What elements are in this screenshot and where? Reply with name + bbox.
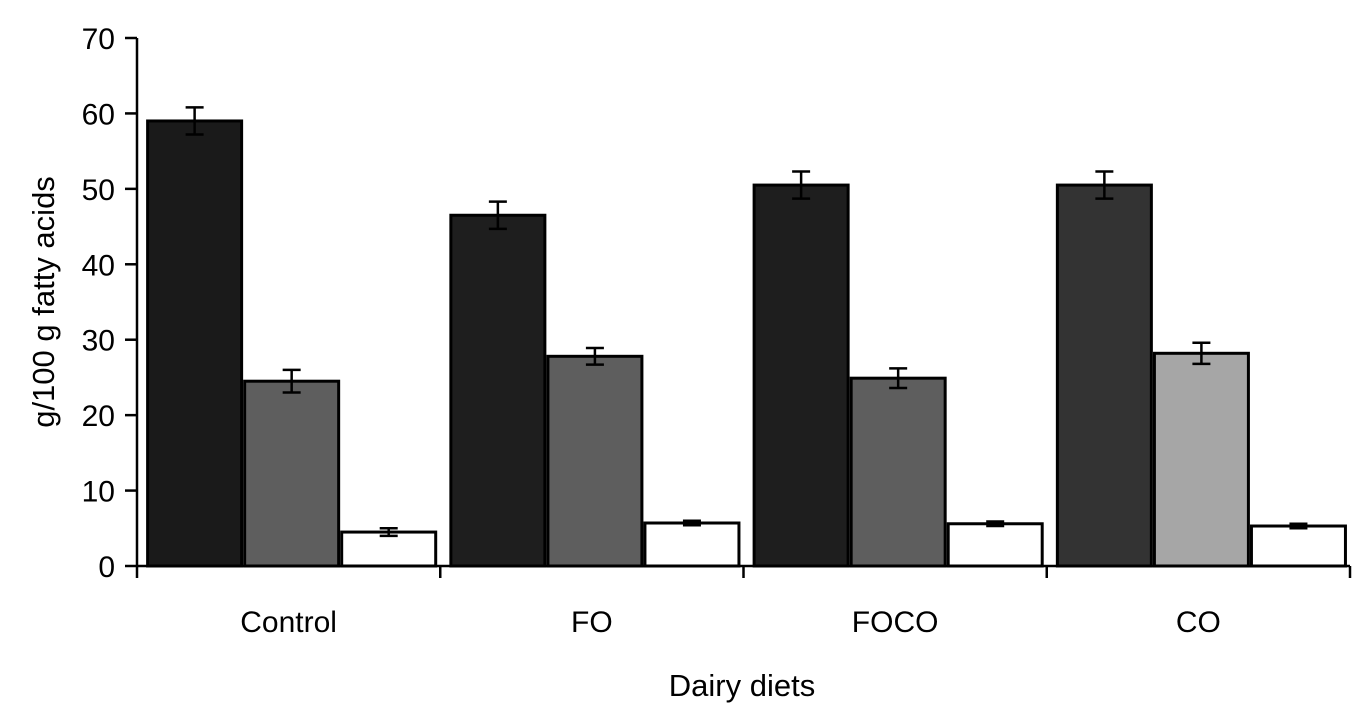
x-tick-label: CO bbox=[1176, 606, 1221, 639]
y-tick-label: 40 bbox=[82, 249, 115, 282]
bar bbox=[243, 379, 341, 568]
y-tick-label: 10 bbox=[82, 476, 115, 509]
x-tick-label: FO bbox=[571, 606, 613, 639]
x-tick-label: Control bbox=[240, 606, 337, 639]
y-tick-label: 50 bbox=[82, 174, 115, 207]
bars bbox=[146, 119, 1347, 568]
bar bbox=[1249, 524, 1347, 568]
bar bbox=[643, 521, 741, 568]
x-axis-title: Dairy diets bbox=[669, 668, 815, 703]
bar bbox=[1055, 183, 1153, 568]
bar bbox=[146, 119, 244, 568]
y-tick-label: 0 bbox=[98, 551, 115, 584]
x-axis: Control FO FOCO CO bbox=[135, 564, 1352, 639]
bar bbox=[849, 376, 947, 568]
bar bbox=[1152, 351, 1250, 568]
y-tick-label: 70 bbox=[82, 23, 115, 56]
y-tick-label: 20 bbox=[82, 400, 115, 433]
bar bbox=[340, 530, 438, 568]
bar bbox=[546, 354, 644, 568]
y-tick-label: 60 bbox=[82, 98, 115, 131]
y-axis: 0 10 20 30 40 50 60 70 bbox=[82, 23, 139, 584]
x-tick-label: FOCO bbox=[852, 606, 939, 639]
bar bbox=[752, 183, 850, 568]
bar bbox=[946, 522, 1044, 568]
bar bbox=[449, 213, 547, 568]
y-tick-label: 30 bbox=[82, 325, 115, 358]
error-bars bbox=[185, 106, 1308, 538]
y-axis-title: g/100 g fatty acids bbox=[26, 176, 61, 428]
